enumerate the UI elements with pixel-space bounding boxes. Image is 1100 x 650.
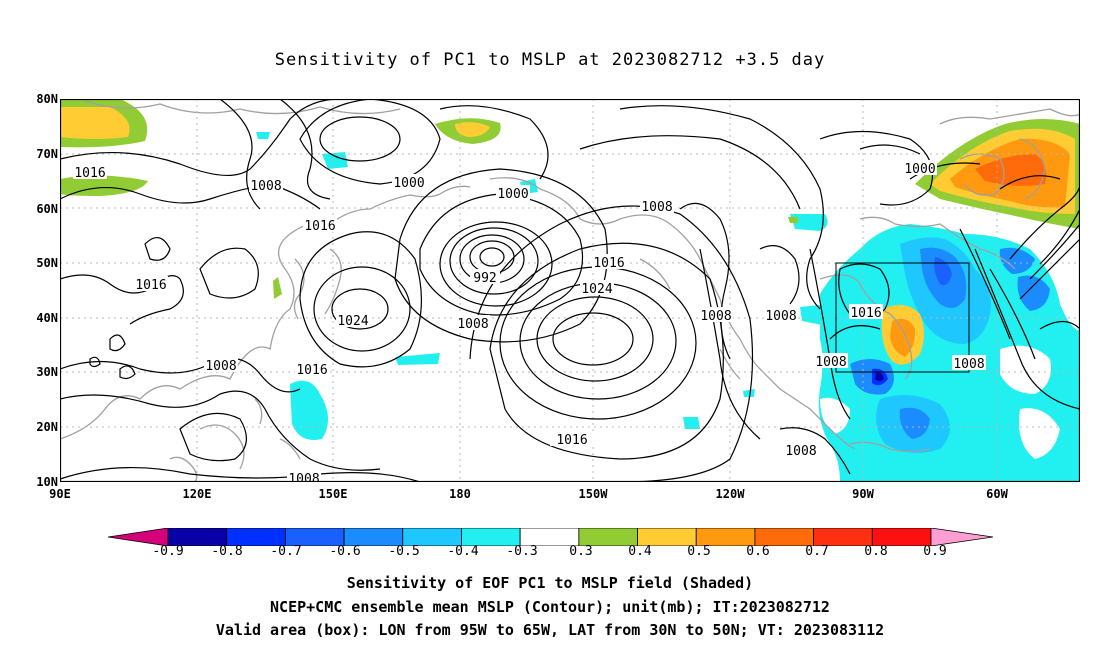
colorbar — [108, 528, 993, 546]
contour-label: 1016 — [74, 166, 105, 181]
contour-label: 1008 — [457, 317, 488, 332]
colorbar-label: -0.5 — [388, 544, 420, 559]
colorbar-label: 0.3 — [569, 544, 593, 559]
contour-label: 1008 — [765, 309, 796, 324]
lat-label: 20N — [36, 420, 58, 434]
contour-label: 1008 — [250, 179, 281, 194]
lat-label: 70N — [36, 147, 58, 161]
coastlines — [60, 99, 1080, 482]
caption-line-3: Valid area (box): LON from 95W to 65W, L… — [215, 621, 885, 639]
lat-label: 50N — [36, 256, 58, 270]
caption-line-1: Sensitivity of EOF PC1 to MSLP field (Sh… — [346, 574, 754, 592]
contour-label: 1016 — [304, 219, 335, 234]
colorbar-label: 0.9 — [923, 544, 947, 559]
valid-area-box — [835, 262, 970, 373]
contour-label: 1008 — [953, 357, 984, 372]
contour-label: 992 — [473, 271, 496, 286]
colorbar-label: 0.4 — [628, 544, 652, 559]
colorbar-label: -0.4 — [447, 544, 479, 559]
contour-label: 1008 — [288, 472, 319, 482]
contour-label: 1016 — [593, 256, 624, 271]
lat-label: 80N — [36, 92, 58, 106]
colorbar-cells — [167, 528, 932, 546]
contour-label: 1024 — [337, 314, 368, 329]
contour-label: 1008 — [700, 309, 731, 324]
lon-label: 180 — [449, 487, 471, 501]
map-title: Sensitivity of PC1 to MSLP at 2023082712… — [274, 50, 826, 70]
contour-label: 1000 — [393, 176, 424, 191]
lon-label: 120E — [182, 487, 212, 501]
map-frame — [60, 99, 1080, 482]
contour-label: 1016 — [556, 433, 587, 448]
colorbar-label: 0.8 — [864, 544, 888, 559]
contour-label: 1000 — [497, 187, 528, 202]
contour-label: 1016 — [135, 278, 166, 293]
lon-label: 60W — [986, 487, 1008, 501]
contour-label: 1008 — [785, 444, 816, 459]
colorbar-label: 0.7 — [805, 544, 829, 559]
lat-label: 30N — [36, 365, 58, 379]
colorbar-label: -0.3 — [506, 544, 538, 559]
mslp-contours — [60, 99, 1080, 482]
colorbar-label: 0.6 — [746, 544, 770, 559]
lon-label: 150W — [578, 487, 608, 501]
lon-label: 120W — [715, 487, 745, 501]
colorbar-label: -0.9 — [152, 544, 184, 559]
mslp-sensitivity-map: 1016 1008 1000 1016 1000 1008 992 1016 1… — [60, 99, 1080, 482]
contour-label: 1000 — [904, 162, 935, 177]
lat-label: 40N — [36, 311, 58, 325]
contour-label: 1024 — [581, 282, 612, 297]
lat-label: 60N — [36, 202, 58, 216]
contour-label: 1016 — [296, 363, 327, 378]
colorbar-label: -0.8 — [211, 544, 243, 559]
lon-label: 90W — [852, 487, 874, 501]
colorbar-high-arrow — [930, 528, 993, 546]
colorbar-label: 0.5 — [687, 544, 711, 559]
contour-label: 1008 — [641, 200, 672, 215]
contour-label: 1008 — [205, 359, 236, 374]
contour-label: 1008 — [815, 355, 846, 370]
lon-label: 150E — [318, 487, 348, 501]
colorbar-label: -0.7 — [270, 544, 302, 559]
colorbar-label: -0.6 — [329, 544, 361, 559]
contour-label: 1016 — [850, 306, 881, 321]
lon-label: 90E — [49, 487, 71, 501]
caption-line-2: NCEP+CMC ensemble mean MSLP (Contour); u… — [270, 598, 830, 616]
lat-label: 10N — [36, 475, 58, 489]
